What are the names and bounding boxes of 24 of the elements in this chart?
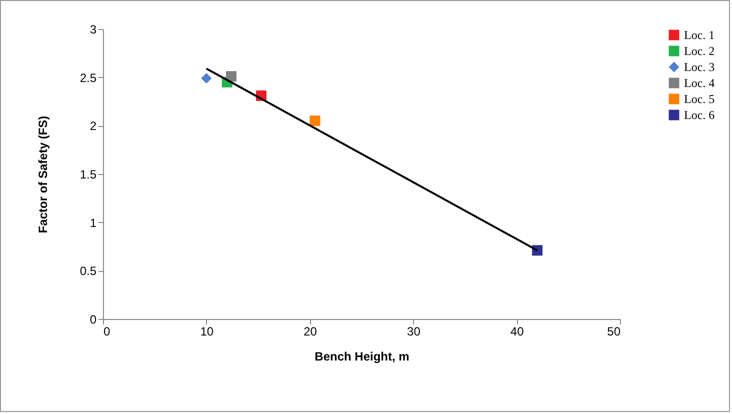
point [226, 71, 236, 82]
y-tick-label: 2.5 [80, 70, 97, 85]
x-tick-label: 20 [304, 324, 318, 338]
legend-label: Loc. 5 [684, 92, 715, 106]
y-axis-title: Factor of Safety (FS) [36, 116, 50, 234]
y-tick-label: 1 [90, 216, 97, 230]
legend-label: Loc. 2 [684, 44, 715, 58]
y-tick-label: 0.5 [80, 264, 97, 278]
x-tick-label: 40 [510, 324, 524, 338]
x-tick-label: 0 [104, 324, 110, 338]
y-tick-label: 3 [90, 22, 97, 36]
y-tick-label: 1.5 [80, 168, 97, 182]
legend-label: Loc. 3 [684, 60, 715, 74]
y-tick-label: 0 [90, 312, 97, 326]
x-tick-label: 50 [607, 324, 621, 338]
y-tick-label: 2 [90, 119, 97, 134]
point [201, 73, 212, 84]
x-axis-title: Bench Height, m [314, 350, 410, 364]
legend-label: Loc. 6 [684, 108, 715, 122]
x-tick-label: 10 [200, 324, 214, 338]
x-tick-label: 30 [407, 324, 421, 338]
legend-label: Loc. 1 [684, 28, 715, 42]
legend-label: Loc. 4 [684, 76, 715, 90]
point [310, 116, 320, 126]
